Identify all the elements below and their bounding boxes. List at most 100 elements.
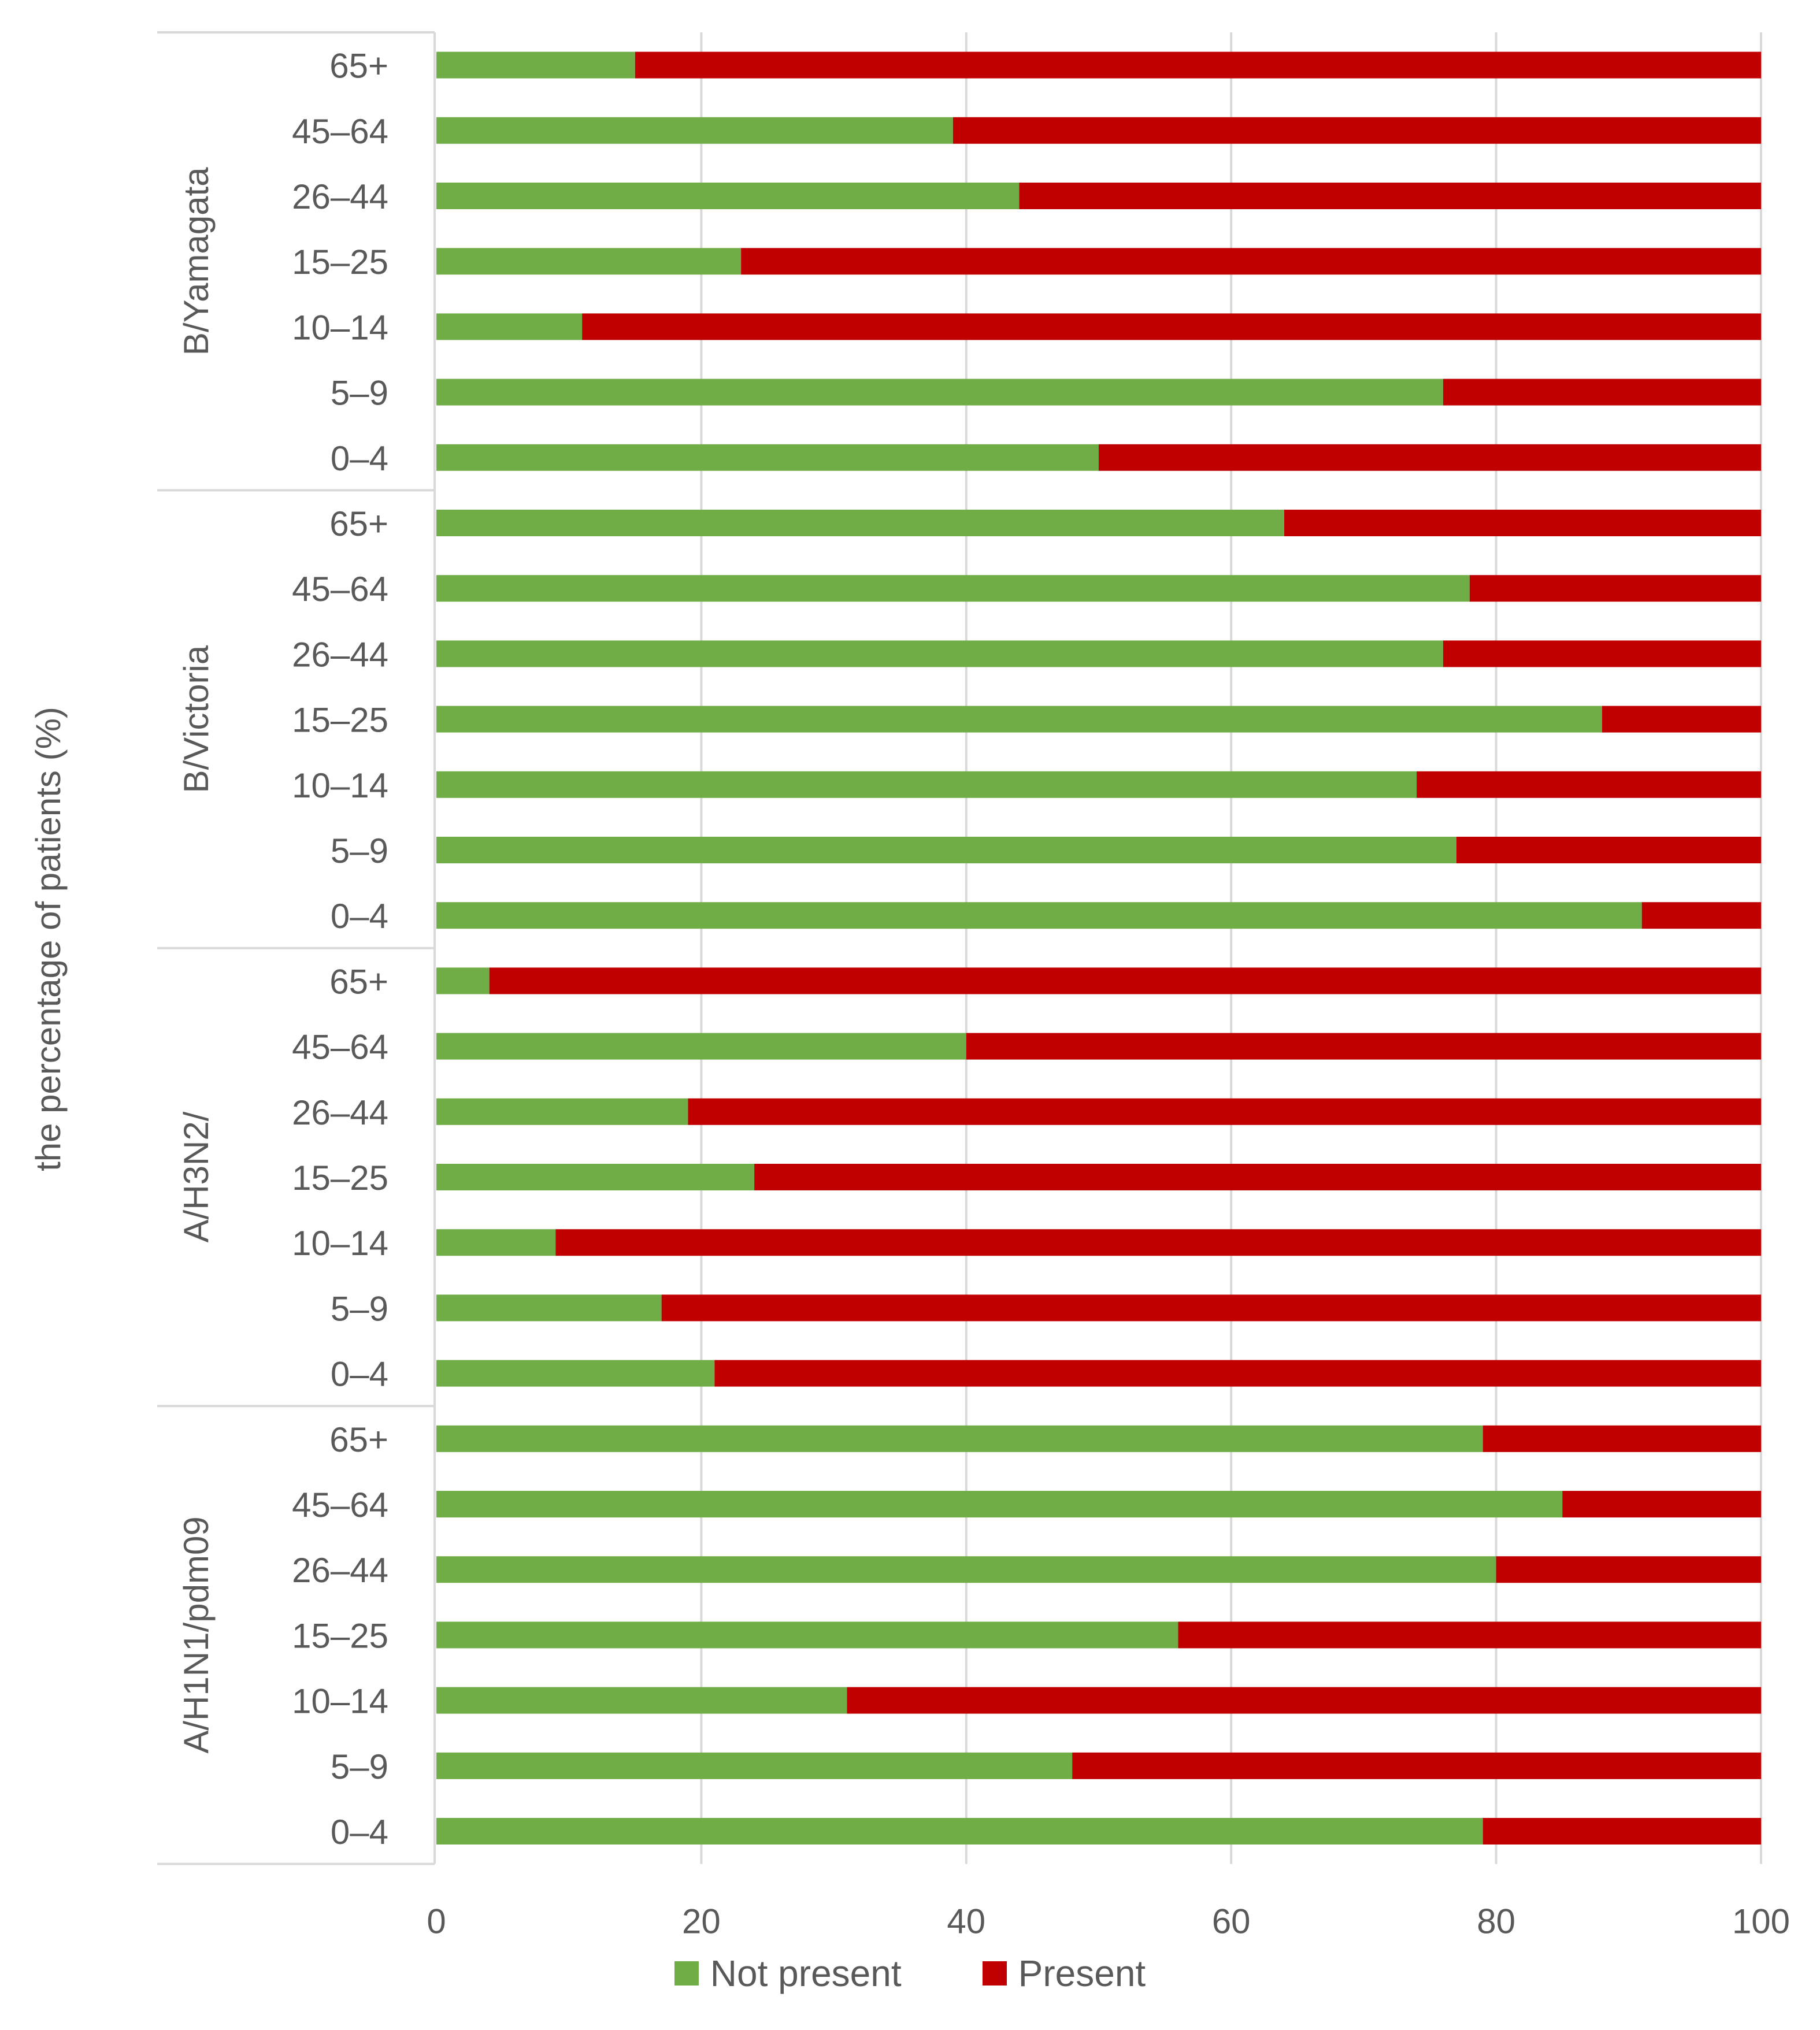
category-label-3-4: 10–14: [292, 1682, 388, 1721]
bar-present-3-4: [847, 1687, 1761, 1714]
category-label-2-3: 15–25: [292, 1159, 388, 1197]
bar-present-3-2: [1496, 1556, 1761, 1583]
bar-present-3-3: [1178, 1621, 1761, 1649]
bars: [436, 51, 1762, 1845]
bar-not-present-1-0: [436, 510, 1284, 536]
bar-not-present-2-4: [436, 1229, 556, 1256]
category-label-3-6: 0–4: [331, 1813, 388, 1851]
category-label-3-1: 45–64: [292, 1486, 388, 1524]
bar-not-present-0-1: [436, 117, 953, 144]
bar-not-present-3-1: [436, 1491, 1563, 1517]
category-label-0-3: 15–25: [292, 243, 388, 281]
legend-item-not-present: Not present: [674, 1952, 902, 1995]
group-label-1: B/Victoria: [177, 645, 216, 793]
bar-not-present-2-1: [436, 1033, 966, 1060]
bar-not-present-2-3: [436, 1164, 755, 1190]
category-label-3-5: 5–9: [331, 1747, 388, 1786]
legend-item-present: Present: [982, 1952, 1146, 1995]
x-tick-label-100: 100: [1732, 1902, 1790, 1941]
category-label-2-0: 65+: [329, 962, 388, 1001]
x-tick-label-60: 60: [1212, 1902, 1251, 1941]
bar-present-0-6: [1099, 444, 1761, 471]
gridlines: [700, 32, 1762, 1864]
bar-present-3-1: [1562, 1491, 1761, 1517]
legend-swatch-not-present: [674, 1961, 699, 1986]
bar-not-present-3-4: [436, 1687, 847, 1714]
bar-present-1-4: [1417, 771, 1761, 798]
bar-present-1-0: [1284, 510, 1761, 536]
category-label-0-0: 65+: [329, 47, 388, 86]
bar-not-present-2-2: [436, 1098, 688, 1125]
bar-not-present-3-0: [436, 1425, 1483, 1452]
category-label-0-4: 10–14: [292, 308, 388, 347]
bar-present-2-6: [714, 1360, 1761, 1387]
bar-present-3-0: [1482, 1425, 1761, 1452]
category-label-1-6: 0–4: [331, 897, 388, 936]
category-label-0-6: 0–4: [331, 439, 388, 478]
bar-not-present-1-3: [436, 706, 1602, 733]
bar-not-present-3-6: [436, 1818, 1483, 1845]
bar-not-present-2-6: [436, 1360, 715, 1387]
x-tick-label-0: 0: [427, 1902, 446, 1941]
category-label-2-6: 0–4: [331, 1355, 388, 1394]
category-label-0-5: 5–9: [331, 374, 388, 413]
category-label-3-2: 26–44: [292, 1551, 388, 1590]
category-label-2-5: 5–9: [331, 1289, 388, 1328]
category-label-0-1: 45–64: [292, 112, 388, 151]
category-label-1-5: 5–9: [331, 832, 388, 870]
bar-present-0-1: [952, 117, 1761, 144]
bar-present-0-4: [582, 313, 1761, 340]
axes: [157, 31, 436, 1865]
group-label-3: A/H1N1/pdm09: [177, 1516, 216, 1753]
legend-label-present: Present: [1018, 1953, 1146, 1994]
bar-not-present-2-5: [436, 1294, 662, 1322]
bar-present-2-4: [555, 1229, 1761, 1256]
category-label-0-2: 26–44: [292, 177, 388, 216]
category-label-1-1: 45–64: [292, 570, 388, 608]
bar-present-2-0: [489, 967, 1762, 994]
bar-present-1-3: [1602, 706, 1761, 733]
x-tick-label-80: 80: [1477, 1902, 1515, 1941]
bar-present-2-1: [966, 1033, 1761, 1060]
y-axis-title: the percentage of patients (%): [29, 707, 68, 1171]
x-tick-label-40: 40: [947, 1902, 985, 1941]
bar-present-2-2: [688, 1098, 1761, 1125]
bar-not-present-0-2: [436, 183, 1020, 209]
bar-present-1-5: [1456, 837, 1761, 863]
bar-not-present-1-2: [436, 640, 1443, 667]
category-label-3-0: 65+: [329, 1420, 388, 1459]
x-tick-label-20: 20: [682, 1902, 721, 1941]
bar-present-0-2: [1019, 183, 1761, 209]
group-label-0: B/Yamagata: [177, 167, 216, 355]
bar-present-2-5: [661, 1294, 1761, 1322]
legend-swatch-present: [982, 1961, 1007, 1986]
bar-not-present-0-4: [436, 313, 583, 340]
category-label-3-3: 15–25: [292, 1616, 388, 1655]
bar-not-present-0-6: [436, 444, 1099, 471]
bar-present-3-5: [1072, 1752, 1761, 1779]
category-label-1-2: 26–44: [292, 635, 388, 674]
bar-present-0-3: [741, 248, 1761, 275]
category-label-1-0: 65+: [329, 504, 388, 543]
bar-not-present-3-5: [436, 1752, 1073, 1779]
bar-not-present-1-4: [436, 771, 1417, 798]
bar-present-2-3: [754, 1164, 1761, 1190]
bar-not-present-3-3: [436, 1621, 1178, 1649]
category-label-2-4: 10–14: [292, 1224, 388, 1263]
bar-present-1-2: [1443, 640, 1761, 667]
category-label-1-3: 15–25: [292, 701, 388, 740]
bar-not-present-0-0: [436, 51, 635, 79]
legend: Not present Present: [0, 1950, 1820, 1996]
bar-not-present-3-2: [436, 1556, 1496, 1583]
category-label-1-4: 10–14: [292, 766, 388, 805]
bar-not-present-0-3: [436, 248, 742, 275]
category-label-2-1: 45–64: [292, 1028, 388, 1067]
bar-not-present-2-0: [436, 967, 490, 994]
bar-not-present-0-5: [436, 378, 1443, 406]
bar-present-0-5: [1443, 378, 1761, 406]
legend-label-not-present: Not present: [710, 1953, 902, 1994]
group-label-2: A/H3N2/: [177, 1111, 216, 1242]
bar-not-present-1-5: [436, 837, 1456, 863]
bar-present-0-0: [635, 51, 1761, 79]
